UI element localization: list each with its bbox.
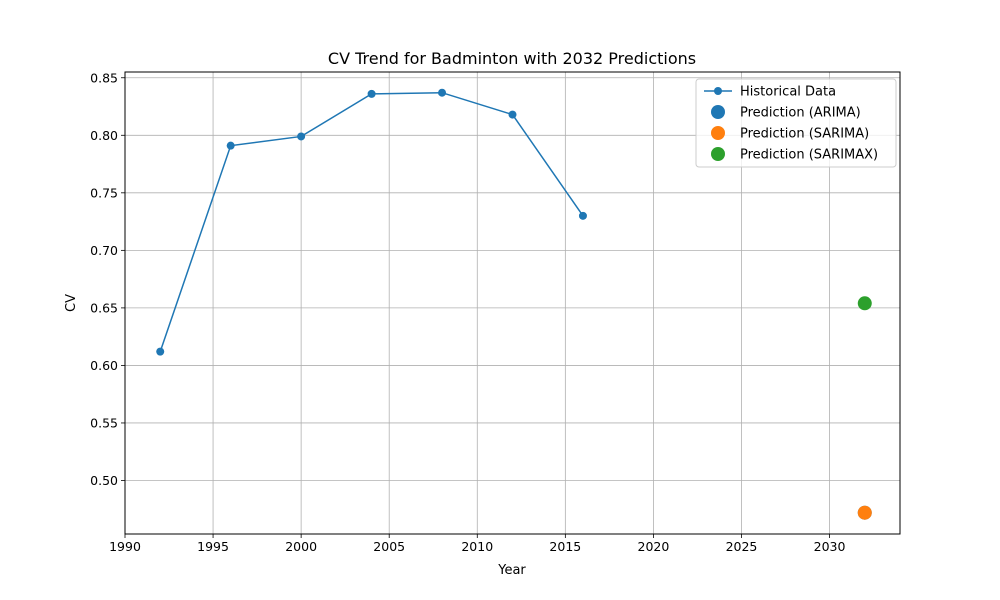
chart-title: CV Trend for Badminton with 2032 Predict…: [328, 49, 696, 68]
legend-label: Prediction (SARIMA): [740, 127, 869, 142]
legend-marker-swatch: [711, 105, 725, 119]
y-tick-label: 0.70: [90, 243, 118, 258]
legend-box: [695, 78, 897, 168]
x-tick-label: 2020: [638, 539, 670, 554]
y-tick-label: 0.55: [90, 415, 118, 430]
legend-marker-swatch: [714, 87, 722, 95]
y-tick-label: 0.75: [90, 185, 118, 200]
legend-label: Historical Data: [740, 85, 836, 100]
x-tick-label: 1995: [197, 539, 229, 554]
y-tick-label: 0.65: [90, 300, 118, 315]
y-tick-label: 0.85: [90, 70, 118, 85]
legend: Historical Data Prediction (ARIMA) Predict…: [695, 78, 897, 168]
historical-data-point: [297, 132, 306, 141]
historical-data-point: [508, 110, 517, 119]
legend-label: Prediction (ARIMA): [740, 106, 861, 121]
legend-label: Prediction (SARIMAX): [740, 148, 878, 163]
x-tick-label: 1990: [109, 539, 141, 554]
prediction-point-3: [857, 296, 872, 311]
axis-ticks: 1990 1995 2000 2005 2010 2015 2020 2025 2030 0.50…: [90, 70, 845, 554]
legend-marker-swatch: [711, 126, 725, 140]
plot-frame: [124, 71, 901, 535]
legend-marker-swatch: [711, 147, 725, 161]
historical-data-point: [226, 141, 235, 150]
prediction-point-2: [857, 505, 872, 520]
historical-data-point: [156, 347, 165, 356]
x-tick-label: 2000: [285, 539, 317, 554]
x-tick-label: 2010: [461, 539, 493, 554]
historical-data-point: [367, 89, 376, 98]
y-axis-title: CV: [64, 294, 79, 312]
historical-data-point: [438, 88, 447, 97]
x-tick-label: 2030: [814, 539, 846, 554]
x-tick-label: 2025: [726, 539, 758, 554]
x-axis-title: Year: [497, 563, 526, 578]
historical-data-point: [578, 211, 587, 220]
x-tick-label: 2015: [549, 539, 581, 554]
plot-series: [156, 88, 872, 520]
y-tick-label: 0.60: [90, 358, 118, 373]
y-tick-label: 0.80: [90, 128, 118, 143]
x-tick-label: 2005: [373, 539, 405, 554]
y-tick-label: 0.50: [90, 473, 118, 488]
